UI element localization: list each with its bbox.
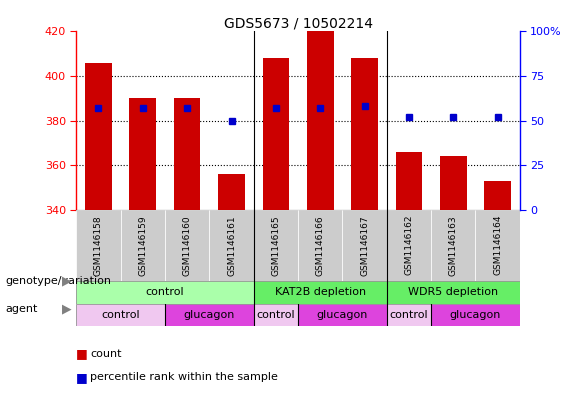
Text: KAT2B depletion: KAT2B depletion	[275, 287, 366, 297]
Text: GSM1146160: GSM1146160	[182, 215, 192, 275]
Bar	[76, 281, 254, 303]
Text: ▶: ▶	[62, 274, 72, 288]
Text: GSM1146167: GSM1146167	[360, 215, 369, 275]
Text: GSM1146164: GSM1146164	[493, 215, 502, 275]
Text: percentile rank within the sample: percentile rank within the sample	[90, 372, 279, 382]
Text: ■: ■	[76, 371, 88, 384]
Bar	[76, 209, 121, 281]
Bar	[218, 174, 245, 209]
Bar	[431, 303, 520, 326]
Text: glucagon: glucagon	[317, 310, 368, 320]
Title: GDS5673 / 10502214: GDS5673 / 10502214	[224, 16, 372, 30]
Text: control: control	[146, 287, 184, 297]
Text: GSM1146158: GSM1146158	[94, 215, 103, 275]
Bar	[351, 58, 378, 209]
Bar	[254, 209, 298, 281]
Text: glucagon: glucagon	[184, 310, 235, 320]
Text: ■: ■	[76, 347, 88, 360]
Bar	[210, 209, 254, 281]
Bar	[165, 209, 210, 281]
Text: GSM1146162: GSM1146162	[405, 215, 414, 275]
Bar	[387, 281, 520, 303]
Bar	[263, 58, 289, 209]
Bar	[307, 31, 333, 209]
Bar	[342, 209, 387, 281]
Bar	[254, 303, 298, 326]
Text: agent: agent	[6, 303, 38, 314]
Bar	[440, 156, 467, 209]
Bar	[165, 303, 254, 326]
Bar	[387, 209, 431, 281]
Bar	[174, 98, 201, 209]
Bar	[476, 209, 520, 281]
Text: genotype/variation: genotype/variation	[6, 276, 112, 286]
Bar	[396, 152, 422, 209]
Bar	[298, 303, 387, 326]
Bar	[129, 98, 156, 209]
Bar	[254, 281, 387, 303]
Text: count: count	[90, 349, 122, 359]
Text: GSM1146163: GSM1146163	[449, 215, 458, 275]
Text: GSM1146166: GSM1146166	[316, 215, 325, 275]
Bar	[431, 209, 476, 281]
Text: ▶: ▶	[62, 302, 72, 315]
Bar	[298, 209, 342, 281]
Text: control: control	[101, 310, 140, 320]
Text: GSM1146165: GSM1146165	[271, 215, 280, 275]
Text: WDR5 depletion: WDR5 depletion	[408, 287, 498, 297]
Bar	[484, 181, 511, 209]
Text: GSM1146159: GSM1146159	[138, 215, 147, 275]
Text: control: control	[257, 310, 295, 320]
Bar	[387, 303, 431, 326]
Bar	[121, 209, 165, 281]
Bar	[85, 62, 112, 209]
Text: glucagon: glucagon	[450, 310, 501, 320]
Text: GSM1146161: GSM1146161	[227, 215, 236, 275]
Text: control: control	[390, 310, 428, 320]
Bar	[76, 303, 165, 326]
